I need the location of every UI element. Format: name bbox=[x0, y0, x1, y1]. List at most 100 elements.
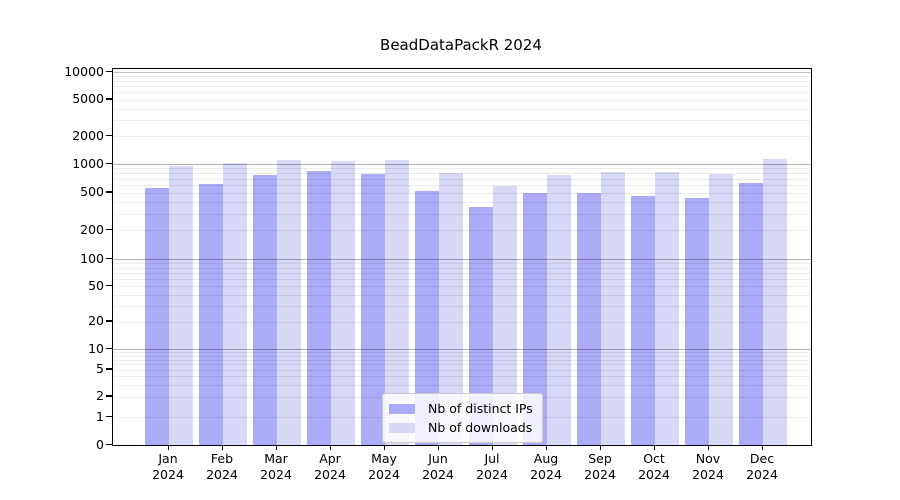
y-tick-mark bbox=[106, 257, 112, 259]
y-tick-label: 500 bbox=[80, 184, 104, 200]
x-tick-mark bbox=[437, 445, 439, 450]
minor-gridline bbox=[113, 267, 811, 269]
minor-gridline bbox=[113, 173, 811, 175]
x-tick-mark bbox=[653, 445, 655, 450]
x-tick-label-jan: Jan 2024 bbox=[152, 451, 184, 482]
chart-title: BeadDataPackR 2024 bbox=[380, 36, 542, 54]
y-tick-mark bbox=[106, 70, 112, 72]
minor-gridline bbox=[113, 349, 811, 350]
bar-distinct-ips-dec bbox=[739, 183, 763, 445]
minor-gridline bbox=[113, 201, 811, 203]
minor-gridline bbox=[113, 355, 811, 357]
legend-label-downloads: Nb of downloads bbox=[428, 420, 533, 435]
y-tick-mark bbox=[106, 368, 112, 370]
legend-label-ips: Nb of distinct IPs bbox=[428, 401, 533, 416]
y-tick-label: 50 bbox=[88, 277, 104, 293]
x-tick-mark bbox=[383, 445, 385, 450]
minor-gridline bbox=[113, 120, 811, 122]
major-gridline bbox=[113, 72, 811, 73]
y-tick-label: 200 bbox=[80, 221, 104, 237]
y-tick-mark bbox=[106, 284, 112, 287]
bar-downloads-sep bbox=[601, 171, 625, 445]
x-tick-label-mar: Mar 2024 bbox=[260, 451, 292, 482]
bar-distinct-ips-may bbox=[361, 173, 385, 445]
bar-downloads-aug bbox=[547, 174, 571, 445]
minor-gridline bbox=[113, 279, 811, 280]
bar-distinct-ips-oct bbox=[631, 196, 655, 445]
x-tick-label-aug: Aug 2024 bbox=[530, 451, 562, 482]
minor-gridline bbox=[113, 213, 811, 215]
x-tick-label-nov: Nov 2024 bbox=[692, 451, 724, 482]
minor-gridline bbox=[113, 99, 811, 101]
plot-area: Nb of distinct IPs Nb of downloads bbox=[112, 68, 812, 446]
x-tick-mark bbox=[761, 445, 763, 450]
x-tick-label-dec: Dec 2024 bbox=[746, 451, 778, 482]
major-gridline bbox=[113, 349, 811, 350]
legend-entry-downloads: Nb of downloads bbox=[389, 418, 533, 437]
minor-gridline bbox=[113, 108, 811, 110]
minor-gridline bbox=[113, 76, 811, 78]
y-tick-label: 100 bbox=[80, 250, 104, 266]
x-tick-mark bbox=[221, 445, 223, 450]
x-tick-label-jul: Jul 2024 bbox=[476, 451, 508, 482]
y-tick-mark bbox=[106, 191, 112, 193]
bar-distinct-ips-mar bbox=[253, 174, 277, 445]
minor-gridline bbox=[113, 376, 811, 378]
minor-gridline bbox=[113, 168, 811, 170]
bar-distinct-ips-feb bbox=[199, 183, 223, 445]
y-tick-mark bbox=[106, 347, 112, 349]
minor-gridline bbox=[113, 164, 811, 165]
y-tick-label: 5000 bbox=[72, 91, 104, 107]
x-tick-label-sep: Sep 2024 bbox=[584, 451, 616, 482]
bar-downloads-apr bbox=[331, 160, 355, 445]
legend-entry-distinct-ips: Nb of distinct IPs bbox=[389, 399, 533, 418]
y-tick-mark bbox=[106, 228, 112, 231]
minor-gridline bbox=[113, 192, 811, 194]
y-tick-mark bbox=[106, 320, 112, 322]
minor-gridline bbox=[113, 369, 811, 371]
y-tick-label: 1000 bbox=[72, 155, 104, 171]
minor-gridline bbox=[113, 321, 811, 323]
ips-swatch-icon bbox=[389, 403, 415, 414]
bar-distinct-ips-apr bbox=[307, 170, 331, 445]
bar-distinct-ips-jan bbox=[145, 187, 169, 445]
x-tick-mark bbox=[329, 445, 331, 450]
y-tick-label: 2 bbox=[96, 388, 104, 403]
minor-gridline bbox=[113, 185, 811, 187]
minor-gridline bbox=[113, 86, 811, 88]
major-gridline bbox=[113, 259, 811, 260]
minor-gridline bbox=[113, 136, 811, 138]
bar-downloads-dec bbox=[763, 159, 787, 445]
y-tick-label: 2000 bbox=[72, 127, 104, 143]
bar-downloads-feb bbox=[223, 162, 247, 445]
minor-gridline bbox=[113, 364, 811, 366]
minor-gridline bbox=[113, 272, 811, 274]
y-tick-mark bbox=[106, 415, 112, 417]
minor-gridline bbox=[113, 286, 811, 288]
minor-gridline bbox=[113, 259, 811, 260]
x-tick-mark bbox=[545, 445, 547, 450]
y-tick-mark bbox=[106, 98, 112, 100]
y-tick-label: 10000 bbox=[64, 63, 104, 79]
x-tick-mark bbox=[275, 445, 277, 450]
y-tick-mark bbox=[106, 443, 112, 445]
y-tick-label: 10 bbox=[88, 340, 104, 356]
y-tick-mark bbox=[106, 134, 112, 137]
x-tick-label-apr: Apr 2024 bbox=[314, 451, 346, 482]
x-tick-mark bbox=[167, 445, 169, 450]
x-tick-mark bbox=[599, 445, 601, 450]
y-tick-label: 0 bbox=[96, 436, 104, 452]
legend: Nb of distinct IPs Nb of downloads bbox=[382, 393, 543, 443]
minor-gridline bbox=[113, 263, 811, 265]
minor-gridline bbox=[113, 306, 811, 308]
minor-gridline bbox=[113, 352, 811, 354]
y-tick-label: 1 bbox=[96, 408, 104, 424]
y-tick-mark bbox=[106, 395, 112, 397]
minor-gridline bbox=[113, 359, 811, 361]
y-tick-mark bbox=[106, 162, 112, 164]
bar-downloads-oct bbox=[655, 171, 679, 445]
x-tick-label-feb: Feb 2024 bbox=[206, 451, 238, 482]
x-tick-mark bbox=[491, 445, 493, 450]
x-tick-label-oct: Oct 2024 bbox=[638, 451, 670, 482]
